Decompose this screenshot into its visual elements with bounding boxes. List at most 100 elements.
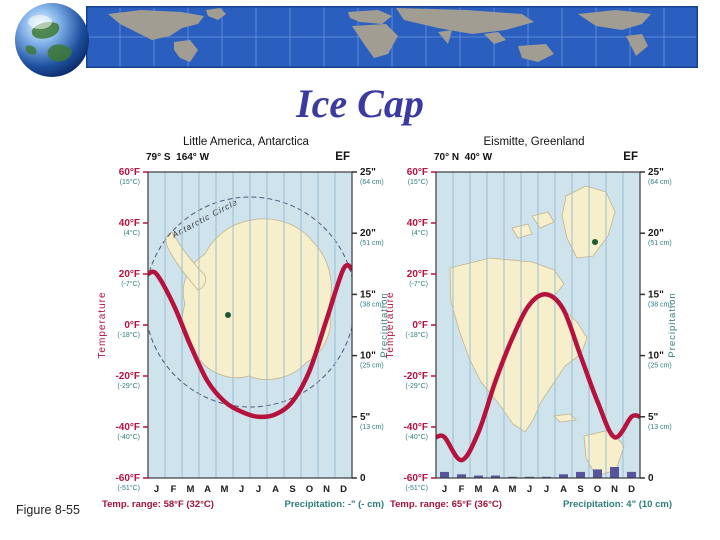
- month-gridlines: [164, 172, 336, 478]
- banner-continents: [108, 8, 651, 62]
- svg-text:(13 cm): (13 cm): [648, 424, 672, 431]
- station-coordinates: 70° N 40° W: [434, 152, 493, 163]
- svg-text:-20°F: -20°F: [403, 371, 428, 382]
- base-map: [449, 185, 625, 477]
- svg-text:(-29°C): (-29°C): [405, 382, 428, 390]
- svg-text:N: N: [323, 484, 330, 495]
- svg-text:60°F: 60°F: [119, 168, 140, 178]
- temperature-axis-title: Temperature: [385, 291, 396, 358]
- svg-text:0: 0: [360, 473, 366, 484]
- svg-text:(38 cm): (38 cm): [360, 301, 384, 308]
- svg-text:(-7°C): (-7°C): [409, 280, 428, 288]
- svg-text:(-18°C): (-18°C): [117, 331, 140, 339]
- svg-text:A: A: [560, 484, 567, 495]
- svg-text:M: M: [187, 484, 195, 495]
- svg-text:(-40°C): (-40°C): [405, 433, 428, 441]
- svg-text:20": 20": [648, 228, 664, 239]
- precip-total-caption: Precipitation: 4" (10 cm): [562, 499, 672, 510]
- svg-text:-40°F: -40°F: [115, 422, 140, 433]
- station-name: Little America, Antarctica: [183, 136, 309, 148]
- svg-text:S: S: [289, 484, 295, 495]
- svg-text:M: M: [221, 484, 229, 495]
- svg-text:(51 cm): (51 cm): [360, 240, 384, 247]
- svg-text:N: N: [611, 484, 618, 495]
- station-name: Eismitte, Greenland: [483, 136, 585, 148]
- figure-label: Figure 8-55: [16, 503, 80, 517]
- svg-text:40°F: 40°F: [119, 218, 140, 229]
- svg-text:(64 cm): (64 cm): [360, 179, 384, 186]
- temp-axis-labels: 60°F(15°C) 40°F(4°C) 20°F(-7°C) 0°F(-18°C) -…: [403, 168, 436, 492]
- svg-text:(25 cm): (25 cm): [360, 363, 384, 370]
- svg-text:D: D: [340, 484, 347, 495]
- svg-text:A: A: [204, 484, 211, 495]
- climate-classification: EF: [623, 151, 638, 163]
- precip-total-caption: Precipitation: -" (- cm): [284, 499, 384, 510]
- station-dot: [592, 239, 598, 245]
- svg-text:25": 25": [648, 168, 664, 178]
- svg-text:D: D: [628, 484, 635, 495]
- svg-text:-60°F: -60°F: [115, 473, 140, 484]
- svg-text:F: F: [171, 484, 177, 495]
- svg-text:O: O: [594, 484, 601, 495]
- climograph-eismitte: Eismitte, Greenland 70° N 40° W EF 60°F(…: [384, 136, 684, 510]
- svg-text:(15°C): (15°C): [408, 178, 428, 186]
- temp-range-caption: Temp. range: 65°F (36°C): [390, 499, 502, 510]
- svg-text:J: J: [154, 484, 159, 495]
- svg-text:5": 5": [648, 412, 659, 423]
- svg-text:(4°C): (4°C): [124, 229, 140, 237]
- station-subheader: 79° S 164° W EF: [96, 151, 396, 168]
- svg-text:(13 cm): (13 cm): [360, 424, 384, 431]
- temperature-curve: [436, 292, 640, 463]
- temp-axis-labels: 60°F(15°C) 40°F(4°C) 20°F(-7°C) 0°F(-18°C) -…: [115, 168, 148, 492]
- svg-text:-20°F: -20°F: [115, 371, 140, 382]
- svg-text:(25 cm): (25 cm): [648, 363, 672, 370]
- climograph-plot: Antarctic Circle60°F(15°C)40°F(4°C)20°F(…: [97, 168, 390, 495]
- svg-text:O: O: [306, 484, 313, 495]
- svg-text:20°F: 20°F: [407, 269, 428, 280]
- svg-text:(15°C): (15°C): [120, 178, 140, 186]
- svg-text:5": 5": [360, 412, 371, 423]
- svg-text:A: A: [492, 484, 499, 495]
- svg-text:20": 20": [360, 228, 376, 239]
- svg-text:25": 25": [360, 168, 376, 178]
- svg-text:-40°F: -40°F: [403, 422, 428, 433]
- globe-logo: [15, 3, 89, 77]
- svg-text:(-40°C): (-40°C): [117, 433, 140, 441]
- svg-text:-60°F: -60°F: [403, 473, 428, 484]
- climograph-plot: 60°F(15°C) 40°F(4°C) 20°F(-7°C) 0°F(-18°C) -…: [385, 168, 678, 495]
- svg-text:60°F: 60°F: [407, 168, 428, 178]
- svg-text:J: J: [239, 484, 244, 495]
- svg-text:A: A: [272, 484, 279, 495]
- precip-axis-labels: 25"(64 cm) 20"(51 cm) 15"(38 cm) 10"(25 cm)…: [640, 168, 672, 484]
- svg-text:(-51°C): (-51°C): [117, 484, 140, 492]
- world-map-banner: [86, 6, 698, 68]
- station-coordinates: 79° S 164° W: [146, 152, 210, 163]
- month-gridlines: [452, 172, 624, 478]
- station-subheader: 70° N 40° W EF: [384, 151, 684, 168]
- svg-text:10": 10": [360, 351, 376, 362]
- precip-axis-labels: 25"(64 cm) 20"(51 cm) 15"(38 cm) 10"(25 cm)…: [352, 168, 384, 484]
- svg-text:M: M: [475, 484, 483, 495]
- svg-text:J: J: [256, 484, 261, 495]
- temp-range-caption: Temp. range: 58°F (32°C): [102, 499, 214, 510]
- climate-classification: EF: [335, 151, 350, 163]
- svg-text:0°F: 0°F: [412, 320, 428, 331]
- svg-text:J: J: [544, 484, 549, 495]
- slide-title: Ice Cap: [296, 81, 424, 126]
- chart-captions: Temp. range: 58°F (32°C) Precipitation: …: [96, 498, 396, 510]
- svg-text:(64 cm): (64 cm): [648, 179, 672, 186]
- svg-text:15": 15": [648, 289, 664, 300]
- svg-text:(-18°C): (-18°C): [405, 331, 428, 339]
- svg-text:(-29°C): (-29°C): [117, 382, 140, 390]
- svg-text:0: 0: [648, 473, 654, 484]
- svg-text:F: F: [459, 484, 465, 495]
- svg-text:(38 cm): (38 cm): [648, 301, 672, 308]
- svg-text:(4°C): (4°C): [412, 229, 428, 237]
- svg-text:10": 10": [648, 351, 664, 362]
- svg-text:0°F: 0°F: [124, 320, 140, 331]
- svg-text:M: M: [509, 484, 517, 495]
- precip-bars: [440, 466, 636, 478]
